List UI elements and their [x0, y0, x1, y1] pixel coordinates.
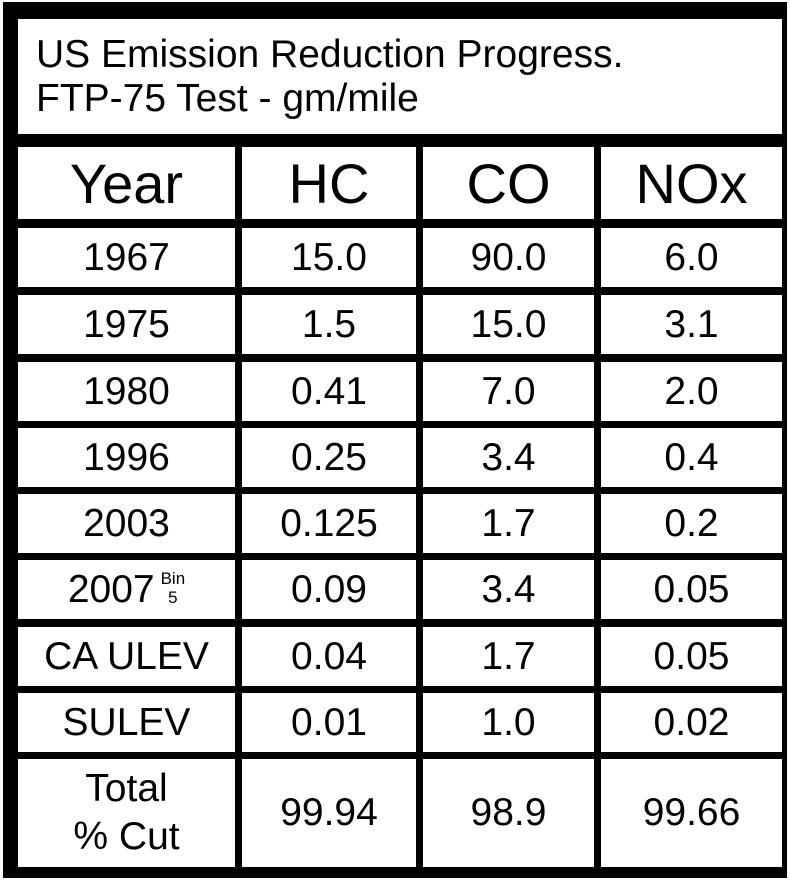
- nox-cell: 6.0: [601, 228, 782, 287]
- nox-cell: 0.05: [601, 560, 782, 619]
- co-cell: 3.4: [423, 428, 594, 487]
- co-cell: 15.0: [423, 295, 594, 354]
- table-title: US Emission Reduction Progress. FTP-75 T…: [18, 19, 782, 134]
- co-cell: 1.7: [423, 627, 594, 686]
- year-cell: CA ULEV: [18, 627, 235, 686]
- year-value: 2007: [67, 567, 155, 611]
- hc-cell: 0.04: [242, 627, 416, 686]
- hc-cell: 15.0: [242, 228, 416, 287]
- hc-cell: 0.09: [242, 560, 416, 619]
- emissions-table: US Emission Reduction Progress. FTP-75 T…: [3, 2, 787, 878]
- total-nox-cell: 99.66: [601, 759, 782, 867]
- total-hc-cell: 99.94: [242, 759, 416, 867]
- title-line-1: US Emission Reduction Progress.: [36, 32, 624, 76]
- year-cell: 1980: [18, 362, 235, 421]
- co-cell: 1.0: [423, 693, 594, 752]
- year-footnote-line: Bin: [160, 568, 186, 588]
- year-value: SULEV: [62, 700, 191, 744]
- year-footnote-line: 5: [168, 587, 178, 607]
- year-cell: 1996: [18, 428, 235, 487]
- year-value: 1975: [83, 302, 170, 346]
- hc-cell: 0.125: [242, 494, 416, 553]
- nox-cell: 2.0: [601, 362, 782, 421]
- year-footnote: Bin 5: [161, 569, 186, 607]
- hc-cell: 0.41: [242, 362, 416, 421]
- year-value: 1980: [83, 369, 170, 413]
- total-label-line: Total: [85, 767, 168, 810]
- year-value: 1967: [83, 235, 170, 279]
- nox-cell: 0.4: [601, 428, 782, 487]
- header-nox: NOx: [601, 147, 782, 219]
- year-cell: 2007 Bin 5: [18, 560, 235, 619]
- header-year: Year: [18, 147, 235, 219]
- nox-cell: 3.1: [601, 295, 782, 354]
- year-cell: 2003: [18, 494, 235, 553]
- nox-cell: 0.02: [601, 693, 782, 752]
- total-label-line: % Cut: [73, 815, 180, 858]
- total-co-cell: 98.9: [423, 759, 594, 867]
- header-co: CO: [423, 147, 594, 219]
- year-value: CA ULEV: [44, 634, 209, 678]
- header-hc: HC: [242, 147, 416, 219]
- title-line-2: FTP-75 Test - gm/mile: [36, 76, 419, 120]
- total-label-cell: Total % Cut: [18, 759, 235, 867]
- year-cell: 1967: [18, 228, 235, 287]
- year-value: 1996: [83, 435, 170, 479]
- nox-cell: 0.05: [601, 627, 782, 686]
- hc-cell: 0.01: [242, 693, 416, 752]
- year-value: 2003: [83, 501, 170, 545]
- hc-cell: 1.5: [242, 295, 416, 354]
- nox-cell: 0.2: [601, 494, 782, 553]
- hc-cell: 0.25: [242, 428, 416, 487]
- co-cell: 1.7: [423, 494, 594, 553]
- co-cell: 3.4: [423, 560, 594, 619]
- co-cell: 90.0: [423, 228, 594, 287]
- year-cell: SULEV: [18, 693, 235, 752]
- year-cell: 1975: [18, 295, 235, 354]
- co-cell: 7.0: [423, 362, 594, 421]
